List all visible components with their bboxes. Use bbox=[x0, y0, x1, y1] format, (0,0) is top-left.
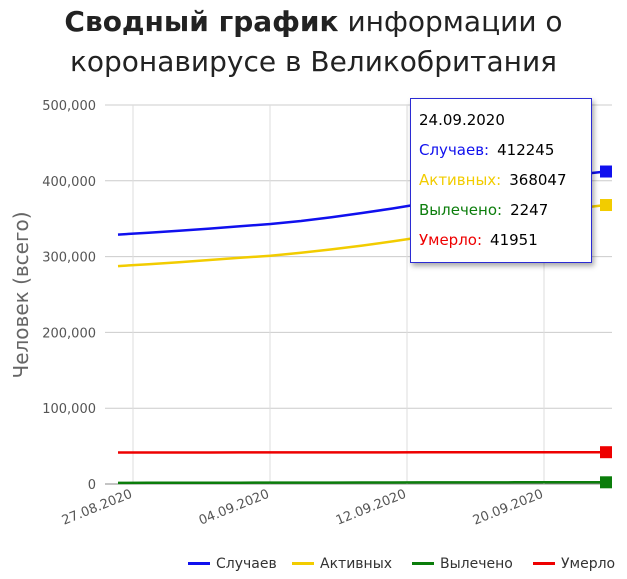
chart-title-line2: коронавирусе в Великобритания bbox=[69, 45, 557, 78]
legend-swatch bbox=[188, 561, 210, 565]
legend-label: Умерло bbox=[561, 556, 616, 572]
legend-item-deaths[interactable]: Умерло bbox=[533, 556, 615, 572]
y-axis-label: Человек (всего) bbox=[9, 211, 33, 378]
tooltip-value: 412245 bbox=[497, 141, 555, 159]
tooltip-date: 24.09.2020 bbox=[419, 111, 505, 129]
legend-item-active[interactable]: Активных bbox=[292, 556, 392, 572]
legend-label: Случаев bbox=[216, 556, 277, 572]
x-tick-label: 04.09.2020 bbox=[197, 487, 272, 529]
legend-swatch bbox=[412, 561, 434, 565]
y-tick-label: 500,000 bbox=[42, 99, 96, 114]
legend-item-recovered[interactable]: Вылечено bbox=[412, 556, 513, 572]
series-end-marker bbox=[600, 446, 612, 459]
legend-swatch bbox=[533, 561, 555, 565]
tooltip-value: 368047 bbox=[509, 171, 567, 189]
series-end-marker bbox=[600, 199, 612, 212]
tooltip-label: Умерло: bbox=[419, 231, 483, 249]
legend-label: Активных bbox=[320, 556, 393, 572]
tooltip-label: Вылечено: bbox=[419, 201, 503, 219]
legend-item-cases[interactable]: Случаев bbox=[188, 556, 277, 572]
tooltip-value: 2247 bbox=[510, 201, 549, 219]
series-end-marker bbox=[600, 476, 612, 489]
tooltip-row-deaths: Умерло: 41951 bbox=[419, 231, 538, 249]
chart-title-bold: Сводный график bbox=[64, 5, 339, 38]
y-tick-label: 100,000 bbox=[42, 402, 96, 417]
y-tick-label: 400,000 bbox=[42, 175, 96, 190]
y-tick-label: 300,000 bbox=[42, 251, 96, 266]
tooltip-row-recovered: Вылечено: 2247 bbox=[419, 201, 548, 219]
series-line bbox=[117, 481, 606, 485]
legend-label: Вылечено bbox=[440, 556, 513, 572]
y-tick-label: 0 bbox=[88, 478, 96, 493]
tooltip-row-cases: Случаев: 412245 bbox=[419, 141, 554, 159]
x-tick-label: 27.08.2020 bbox=[60, 487, 135, 529]
tooltip-value: 41951 bbox=[490, 231, 538, 249]
x-tick-label: 20.09.2020 bbox=[471, 487, 546, 529]
chart-title: Сводный график информации о коронавирусе… bbox=[0, 2, 627, 82]
tooltip-label: Активных: bbox=[419, 171, 502, 189]
legend-swatch bbox=[292, 561, 314, 565]
tooltip-row-active: Активных: 368047 bbox=[419, 171, 567, 189]
y-tick-label: 200,000 bbox=[42, 326, 96, 341]
tooltip-label: Случаев: bbox=[419, 141, 490, 159]
chart-title-line1: информации о bbox=[338, 5, 563, 38]
series-end-marker bbox=[600, 165, 612, 178]
x-tick-label: 12.09.2020 bbox=[334, 487, 409, 529]
hover-tooltip: 24.09.2020 Случаев: 412245 Активных: 36804… bbox=[410, 98, 592, 263]
